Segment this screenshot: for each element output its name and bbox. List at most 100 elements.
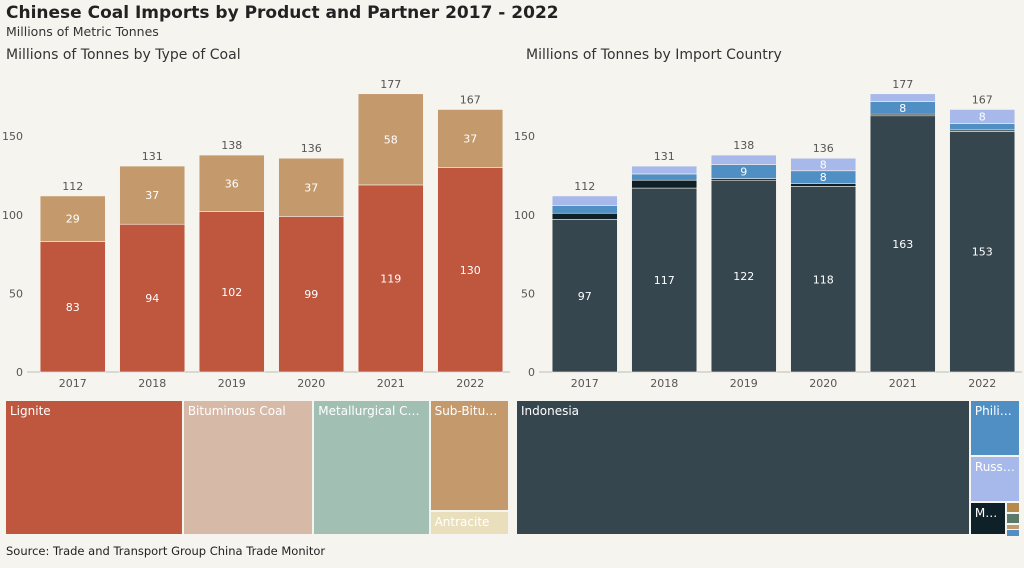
country-bar-label-2019-s2: 9 (740, 166, 747, 179)
country-xtick-2019: 2019 (730, 377, 758, 390)
country-treemap-tile-4 (1005, 501, 1020, 513)
coal-type-chart-title: Millions of Tonnes by Type of Coal (6, 47, 241, 63)
country-ytick-0: 0 (528, 366, 535, 379)
country-bar-2020-s0 (790, 186, 857, 373)
coal-bar-2021-s0 (357, 184, 424, 373)
coal-bar-label-2020-s1: 37 (304, 181, 318, 194)
coal-bar-label-2020-s0: 99 (304, 288, 318, 301)
country-bar-label-2020-s0: 118 (813, 273, 834, 286)
coal-type-treemap: Lignite Bituminous Coal Metallurgical Coal… (5, 400, 509, 535)
coal-bar-label-2021-s0: 119 (380, 272, 401, 285)
country-xtick-2021: 2021 (889, 377, 917, 390)
country-treemap-tile-7 (1005, 529, 1020, 538)
coal-bar-label-2022-s1: 37 (463, 133, 477, 146)
page-subtitle: Millions of Metric Tonnes (6, 24, 159, 39)
coal-total-2019: 138 (221, 139, 242, 152)
country-bar-2017-s1 (551, 212, 618, 220)
coal-treemap-tile-2: Metallurgical Coal (313, 400, 430, 535)
country-bar-2021-s0 (869, 115, 936, 373)
coal-bar-2017-s1 (39, 195, 106, 242)
coal-xtick-2018: 2018 (138, 377, 166, 390)
coal-treemap-tile-4: Antracite (429, 510, 509, 535)
coal-total-2017: 112 (62, 180, 83, 193)
country-bar-2021-s3 (869, 93, 936, 102)
coal-xtick-2021: 2021 (377, 377, 405, 390)
coal-xtick-2017: 2017 (59, 377, 87, 390)
country-bar-2018-s0 (631, 187, 698, 373)
country-treemap-tile-2: Russi... (969, 455, 1020, 502)
country-bar-label-2022-s3: 8 (979, 111, 986, 124)
coal-bar-2022-s0 (437, 167, 504, 373)
country-treemap-tile-0: Indonesia (516, 400, 970, 535)
country-xtick-2018: 2018 (650, 377, 678, 390)
country-bar-2022-s0 (949, 131, 1016, 373)
coal-total-2022: 167 (460, 93, 481, 106)
country-bar-label-2017-s0: 97 (578, 290, 592, 303)
coal-bar-label-2018-s1: 37 (145, 189, 159, 202)
country-bar-2018-s3 (631, 165, 698, 175)
country-bar-2022-s2 (949, 123, 1016, 131)
source-note: Source: Trade and Transport Group China … (6, 544, 326, 558)
coal-bar-2020-s0 (278, 216, 345, 373)
page-title: Chinese Coal Imports by Product and Part… (6, 3, 559, 23)
country-bar-label-2020-s3: 8 (820, 158, 827, 171)
coal-bar-label-2022-s0: 130 (460, 264, 481, 277)
coal-total-2020: 136 (301, 142, 322, 155)
country-bar-label-2019-s0: 122 (733, 270, 754, 283)
coal-ytick-150: 150 (2, 130, 23, 143)
coal-xtick-2020: 2020 (297, 377, 325, 390)
coal-bar-label-2018-s0: 94 (145, 292, 159, 305)
coal-bar-label-2021-s1: 58 (384, 133, 398, 146)
country-xtick-2020: 2020 (809, 377, 837, 390)
country-total-2019: 138 (733, 139, 754, 152)
coal-xtick-2022: 2022 (456, 377, 484, 390)
country-treemap-tile-5 (1005, 512, 1020, 524)
coal-bar-2021-s1 (357, 93, 424, 186)
country-bar-2022-s3 (949, 109, 1016, 124)
coal-ytick-50: 50 (9, 287, 23, 300)
country-bar-2017-s2 (551, 205, 618, 214)
coal-bar-2017-s0 (39, 241, 106, 373)
coal-bar-2020-s1 (278, 157, 345, 217)
coal-treemap-tile-3: Sub-Bitum... (429, 400, 509, 511)
coal-total-2021: 177 (380, 78, 401, 91)
country-xtick-2017: 2017 (571, 377, 599, 390)
coal-bar-2022-s1 (437, 109, 504, 168)
country-total-2020: 136 (813, 142, 834, 155)
country-total-2021: 177 (892, 78, 913, 91)
coal-total-2018: 131 (142, 150, 163, 163)
coal-ytick-0: 0 (16, 366, 23, 379)
coal-type-bar-chart: 0 50 100 150 83 29 112 2017 94 37 131 2018 102 36 138 2… (2, 78, 510, 390)
coal-bar-label-2017-s1: 29 (66, 213, 80, 226)
country-bar-label-2020-s2: 8 (820, 171, 827, 184)
country-ytick-150: 150 (514, 130, 535, 143)
country-bar-2017-s0 (551, 219, 618, 373)
country-bar-2018-s1 (631, 179, 698, 189)
country-bar-2020-s3 (790, 157, 857, 172)
country-xtick-2022: 2022 (968, 377, 996, 390)
country-bar-2017-s3 (551, 195, 618, 206)
country-treemap-tile-3: Mon... (969, 501, 1006, 535)
country-ytick-50: 50 (521, 287, 535, 300)
coal-bar-label-2019-s0: 102 (221, 286, 242, 299)
coal-bar-2018-s0 (119, 223, 186, 373)
country-bar-2018-s2 (631, 173, 698, 181)
country-bar-label-2021-s2: 8 (899, 102, 906, 115)
country-treemap-tile-1: Philip... (969, 400, 1020, 456)
coal-treemap-tile-0: Lignite (5, 400, 183, 535)
country-total-2018: 131 (654, 150, 675, 163)
country-bar-label-2018-s0: 117 (654, 274, 675, 287)
country-ytick-100: 100 (514, 209, 535, 222)
country-bar-2019-s3 (710, 154, 777, 165)
import-country-bar-chart: 0 50 100 150 97 112 2017 117 131 2018 122 9 138 2019 1… (514, 78, 1022, 390)
country-bar-2019-s0 (710, 179, 777, 373)
country-chart-title: Millions of Tonnes by Import Country (526, 47, 782, 63)
coal-treemap-tile-1: Bituminous Coal (182, 400, 314, 535)
coal-bar-2019-s1 (198, 154, 265, 212)
coal-bar-2018-s1 (119, 165, 186, 225)
coal-bar-label-2019-s1: 36 (225, 177, 239, 190)
coal-xtick-2019: 2019 (218, 377, 246, 390)
country-bar-label-2022-s0: 153 (972, 246, 993, 259)
country-bar-label-2021-s0: 163 (892, 238, 913, 251)
